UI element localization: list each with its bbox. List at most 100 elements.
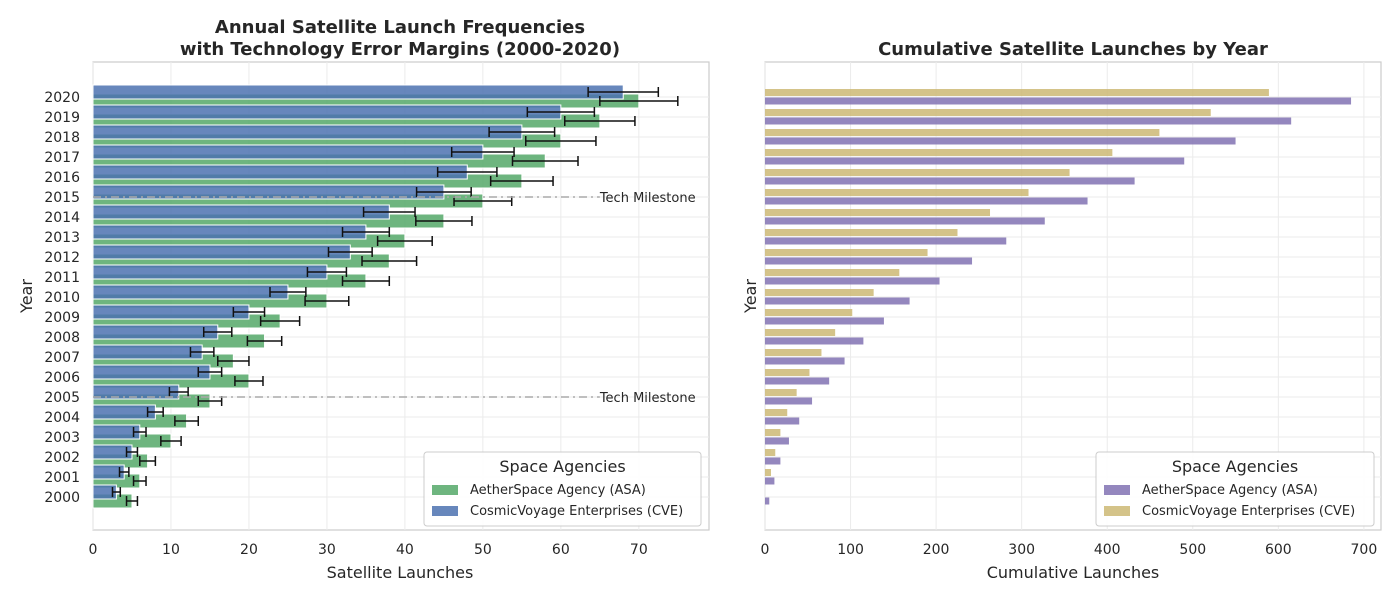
cve-cumulative-bar	[765, 449, 776, 456]
y-tick-label-1: 2009	[44, 310, 80, 326]
asa-cumulative-bar	[765, 297, 910, 305]
cve-bar	[92, 104, 562, 120]
y-tick-label-1: 2001	[44, 470, 80, 486]
legend-box	[423, 451, 702, 527]
y-tick-label-1: 2017	[44, 150, 80, 166]
x-tick-label-1: 10	[162, 542, 180, 558]
y-tick-label-1: 2007	[44, 350, 80, 366]
cve-cumulative-bar	[765, 149, 1113, 156]
asa-cumulative-bar	[765, 337, 864, 345]
cve-cumulative-bar	[765, 429, 781, 436]
chart-title-1: Annual Satellite Launch Frequencies	[215, 17, 585, 38]
asa-cumulative-bar	[765, 277, 940, 285]
legend-swatch	[1104, 506, 1130, 516]
cve-bar	[92, 344, 203, 360]
legend-box	[1095, 451, 1375, 527]
legend-title: Space Agencies	[499, 457, 625, 476]
cve-bar	[92, 424, 141, 440]
x-tick-label-1: 70	[630, 542, 648, 558]
y-tick-label-1: 2010	[44, 290, 80, 306]
asa-cumulative-bar	[765, 97, 1352, 105]
asa-cumulative-bar	[765, 157, 1185, 165]
legend-title: Space Agencies	[1172, 457, 1298, 476]
y-tick-label-1: 2003	[44, 430, 80, 446]
y-tick-label-1: 2000	[44, 490, 80, 506]
asa-cumulative-bar	[765, 457, 781, 465]
asa-cumulative-bar	[765, 377, 830, 385]
y-tick-label-1: 2012	[44, 250, 80, 266]
cve-cumulative-bar	[765, 389, 797, 396]
y-tick-label-1: 2020	[44, 90, 80, 106]
cve-cumulative-bar	[765, 209, 991, 216]
y-axis-label-2: Year	[741, 279, 760, 314]
x-tick-label-1: 30	[318, 542, 336, 558]
y-tick-label-1: 2018	[44, 130, 80, 146]
y-tick-label-1: 2014	[44, 210, 80, 226]
x-tick-label-2: 400	[1094, 542, 1121, 558]
x-tick-label-2: 500	[1179, 542, 1206, 558]
cve-cumulative-bar	[765, 469, 771, 476]
legend-entry: CosmicVoyage Enterprises (CVE)	[470, 504, 683, 519]
cve-bar	[92, 404, 156, 420]
y-tick-label-1: 2002	[44, 450, 80, 466]
cve-cumulative-bar	[765, 349, 822, 356]
x-tick-label-2: 200	[923, 542, 950, 558]
asa-cumulative-bar	[765, 137, 1236, 145]
asa-cumulative-bar	[765, 317, 884, 325]
y-tick-label-1: 2008	[44, 330, 80, 346]
cve-cumulative-bar	[765, 189, 1029, 196]
legend-1: Space Agencies AetherSpace Agency (ASA) Co…	[423, 451, 702, 527]
x-tick-label-2: 300	[1008, 542, 1035, 558]
y-tick-label-1: 2004	[44, 410, 80, 426]
legend-swatch	[432, 485, 458, 495]
cve-cumulative-bar	[765, 169, 1070, 176]
cve-cumulative-bar	[765, 109, 1211, 116]
x-tick-label-1: 50	[474, 542, 492, 558]
y-tick-label-1: 2015	[44, 190, 80, 206]
x-axis-label-1: Satellite Launches	[327, 563, 474, 582]
milestone-label: Tech Milestone	[599, 391, 696, 406]
y-tick-label-1: 2019	[44, 110, 80, 126]
x-tick-label-2: 700	[1351, 542, 1378, 558]
asa-cumulative-bar	[765, 357, 845, 365]
chart-title-2: Cumulative Satellite Launches by Year	[878, 39, 1268, 60]
cve-cumulative-bar	[765, 309, 853, 316]
y-axis-label-1: Year	[17, 279, 36, 314]
asa-cumulative-bar	[765, 497, 770, 505]
cve-bar	[92, 84, 624, 100]
cve-bar	[92, 304, 250, 320]
x-tick-label-2: 0	[761, 542, 770, 558]
asa-cumulative-bar	[765, 437, 789, 445]
cve-bar	[92, 244, 351, 260]
legend-swatch	[1104, 485, 1130, 495]
asa-cumulative-bar	[765, 417, 800, 425]
y-tick-label-1: 2011	[44, 270, 80, 286]
cve-cumulative-bar	[765, 409, 788, 416]
legend-entry: AetherSpace Agency (ASA)	[1142, 483, 1318, 498]
cve-cumulative-bar	[765, 369, 810, 376]
x-tick-label-1: 0	[89, 542, 98, 558]
y-tick-label-1: 2005	[44, 390, 80, 406]
y-tick-label-1: 2016	[44, 170, 80, 186]
legend-2: Space Agencies AetherSpace Agency (ASA) Co…	[1095, 451, 1375, 527]
asa-cumulative-bar	[765, 117, 1292, 125]
cve-bar	[92, 324, 219, 340]
asa-cumulative-bar	[765, 177, 1135, 185]
x-tick-label-2: 100	[837, 542, 864, 558]
cve-bar	[92, 364, 211, 380]
asa-cumulative-bar	[765, 197, 1088, 205]
legend-swatch	[432, 506, 458, 516]
y-tick-label-1: 2013	[44, 230, 80, 246]
cve-cumulative-bar	[765, 269, 900, 276]
cve-cumulative-bar	[765, 249, 928, 256]
cve-cumulative-bar	[765, 89, 1269, 96]
asa-cumulative-bar	[765, 217, 1045, 225]
asa-cumulative-bar	[765, 257, 973, 265]
cve-bar	[92, 164, 468, 180]
milestone-label: Tech Milestone	[599, 191, 696, 206]
legend-entry: CosmicVoyage Enterprises (CVE)	[1142, 504, 1355, 519]
asa-cumulative-bar	[765, 397, 813, 405]
cve-cumulative-bar	[765, 329, 836, 336]
cve-bar	[92, 124, 523, 140]
